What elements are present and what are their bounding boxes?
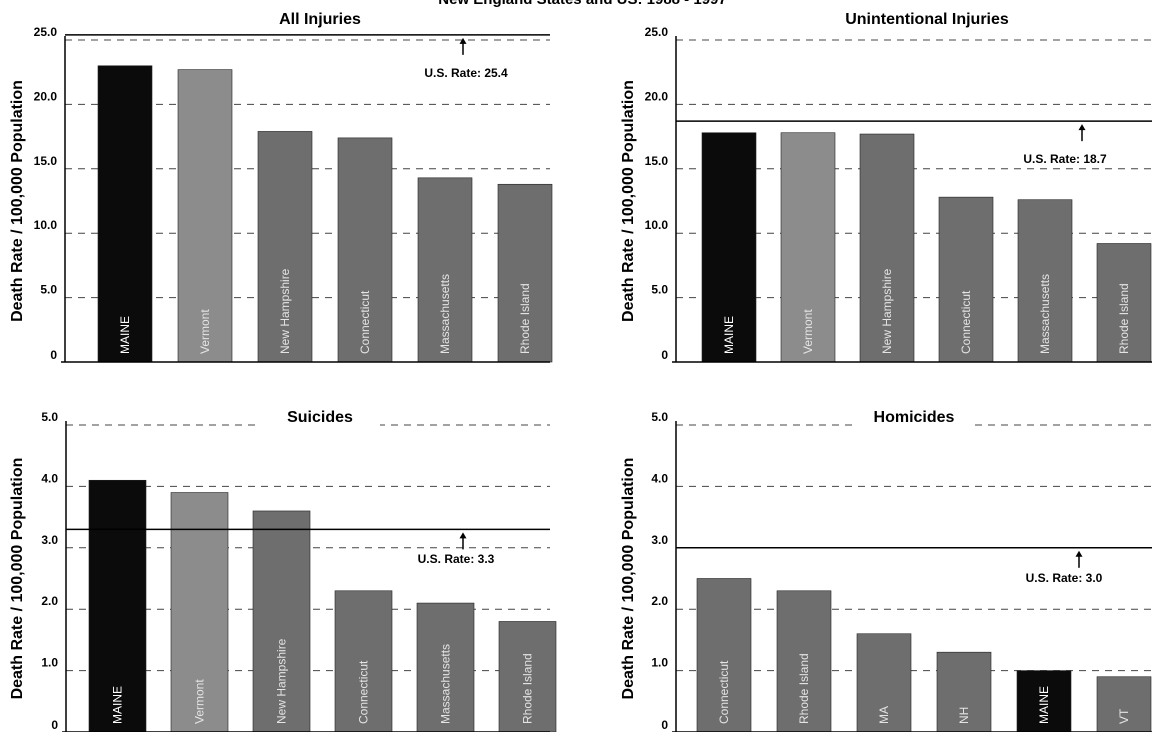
us-rate-label: U.S. Rate: 3.3: [418, 552, 495, 566]
y-axis-label: Death Rate / 100,000 Population: [9, 80, 26, 322]
bar-category-label: MAINE: [722, 316, 736, 354]
y-tick-label: 4.0: [651, 471, 668, 485]
y-axis-label: Death Rate / 100,000 Population: [620, 80, 637, 322]
y-tick-label: 5.0: [41, 410, 58, 424]
chart-panel: 0 5.0 10.0 15.0 20.0 25.0 MAINE Vermont New Hamp…: [620, 11, 1152, 363]
y-tick-label: 5.0: [651, 283, 668, 297]
y-tick-label: 0: [661, 718, 668, 732]
bar-category-label: MA: [877, 706, 891, 724]
bar: [170, 492, 229, 733]
bar: [497, 183, 553, 363]
y-tick-label: 1.0: [651, 656, 668, 670]
bar-category-label: Connecticut: [717, 660, 731, 724]
bar: [334, 590, 393, 733]
us-rate-arrowhead: [1078, 124, 1086, 131]
bar-category-label: Massachusetts: [438, 274, 452, 354]
y-tick-label: 2.0: [651, 594, 668, 608]
bar-category-label: NH: [957, 707, 971, 724]
y-axis-label: Death Rate / 100,000 Population: [9, 458, 26, 700]
bar-category-label: Rhode Island: [521, 653, 535, 724]
bar: [1096, 676, 1152, 733]
bar: [936, 651, 992, 733]
bar: [88, 479, 147, 733]
y-tick-label: 0: [661, 348, 668, 362]
y-tick-label: 1.0: [41, 656, 58, 670]
bar: [1016, 670, 1072, 733]
bar-category-label: Rhode Island: [518, 283, 532, 354]
bar-category-label: Connecticut: [357, 660, 371, 724]
page-title: New England States and US: 1988 - 1997: [0, 0, 1165, 8]
bar-category-label: MAINE: [118, 316, 132, 354]
bar-category-label: New Hampshire: [880, 268, 894, 354]
bar: [177, 69, 233, 363]
us-rate-label: U.S. Rate: 3.0: [1026, 571, 1103, 585]
bar-category-label: Rhode Island: [1117, 283, 1131, 354]
bar: [416, 602, 475, 733]
bar-category-label: New Hampshire: [275, 638, 289, 724]
bar-category-label: Vermont: [198, 309, 212, 354]
bar: [252, 510, 311, 733]
us-rate-arrowhead: [459, 532, 467, 539]
bar: [701, 132, 757, 363]
y-tick-label: 5.0: [40, 283, 57, 297]
bar: [856, 633, 912, 733]
bar: [859, 133, 915, 363]
y-tick-label: 5.0: [651, 410, 668, 424]
y-tick-label: 15.0: [645, 154, 669, 168]
bar-category-label: Massachusetts: [1038, 274, 1052, 354]
panel-title: Suicides: [287, 409, 353, 426]
bar-category-label: Vermont: [801, 309, 815, 354]
us-rate-label: U.S. Rate: 18.7: [1023, 152, 1107, 166]
y-tick-label: 2.0: [41, 594, 58, 608]
y-tick-label: 20.0: [645, 89, 669, 103]
bar: [498, 621, 557, 733]
bar: [696, 578, 752, 733]
y-tick-label: 15.0: [34, 154, 58, 168]
bar: [257, 131, 313, 363]
y-tick-label: 20.0: [34, 89, 58, 103]
bar: [1096, 243, 1152, 363]
y-tick-label: 25.0: [645, 25, 669, 39]
bar-category-label: MAINE: [1037, 686, 1051, 724]
bar-category-label: Rhode Island: [797, 653, 811, 724]
title-background: [854, 406, 974, 428]
chart-panel: 0 1.0 2.0 3.0 4.0 5.0 Connecticut Rhode Island M…: [620, 406, 1152, 733]
us-rate-arrowhead: [459, 37, 467, 44]
panel-title: Unintentional Injuries: [845, 11, 1009, 28]
us-rate-arrowhead: [1075, 550, 1083, 557]
y-tick-label: 10.0: [645, 218, 669, 232]
y-tick-label: 4.0: [41, 471, 58, 485]
y-tick-label: 3.0: [651, 533, 668, 547]
bar-category-label: Connecticut: [959, 290, 973, 354]
panel-title: Homicides: [874, 409, 955, 426]
chart-panel: 0 1.0 2.0 3.0 4.0 5.0 MAINE Vermont New Hampshir…: [9, 406, 557, 733]
y-tick-label: 10.0: [34, 218, 58, 232]
bar: [776, 590, 832, 733]
y-tick-label: 0: [50, 348, 57, 362]
chart-panel: 0 5.0 10.0 15.0 20.0 25.0 MAINE Vermont New Hamp…: [9, 11, 553, 363]
bar: [417, 177, 473, 363]
bar: [337, 137, 393, 363]
bar-category-label: New Hampshire: [278, 268, 292, 354]
panel-title: All Injuries: [279, 11, 361, 28]
bar: [97, 65, 153, 363]
title-background: [260, 406, 380, 428]
bar: [938, 196, 994, 363]
bar: [1017, 199, 1073, 363]
us-rate-label: U.S. Rate: 25.4: [424, 66, 508, 80]
bar-category-label: Connecticut: [358, 290, 372, 354]
y-tick-label: 25.0: [34, 25, 58, 39]
y-axis-label: Death Rate / 100,000 Population: [620, 458, 637, 700]
y-tick-label: 0: [51, 718, 58, 732]
bar-category-label: VT: [1117, 708, 1131, 724]
bar-category-label: MAINE: [111, 686, 125, 724]
bar-category-label: Vermont: [193, 679, 207, 724]
y-tick-label: 3.0: [41, 533, 58, 547]
bar-category-label: Massachusetts: [439, 644, 453, 724]
